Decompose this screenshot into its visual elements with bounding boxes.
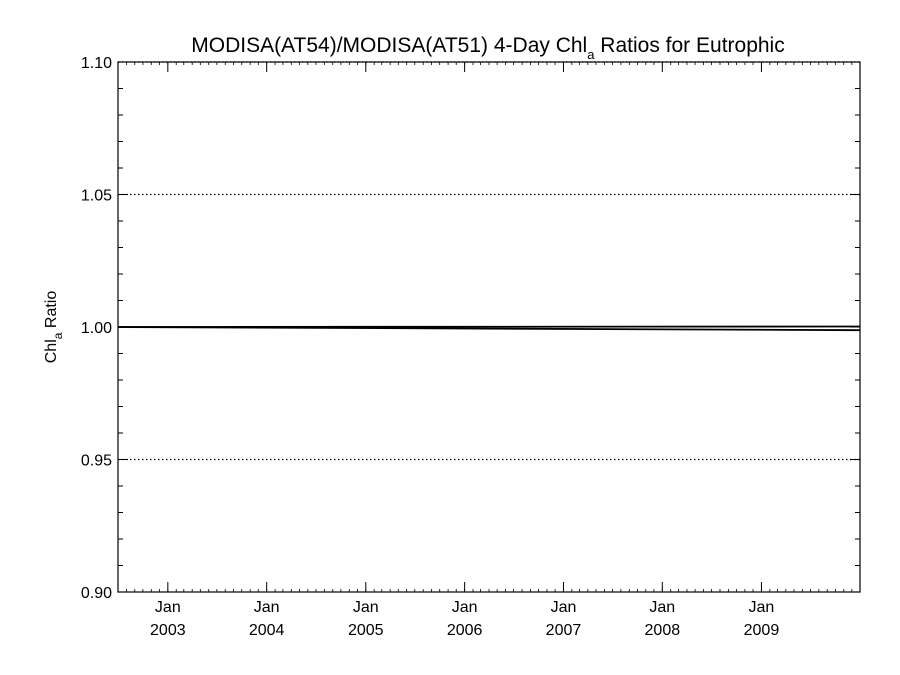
series-layer [117,325,861,332]
series-line [117,326,861,332]
x-tick-label-month: Jan [254,599,280,616]
y-tick-label: 1.10 [81,55,112,72]
chart-title-subscript: a [587,47,595,62]
x-tick-label-month: Jan [155,599,181,616]
y-axis-label-main: Chl [43,339,60,363]
x-tick-label-year: 2004 [249,622,285,639]
x-tick-label-month: Jan [749,599,775,616]
y-ticks: 0.90 0.95 1.00 1.05 1.10 [81,55,860,602]
x-tick-label-month: Jan [551,599,577,616]
x-ticks: Jan 2003 Jan 2004 Jan 2005 Jan 2006 Jan 2007 Jan 20… [150,62,779,639]
chart-title-main: MODISA(AT54)/MODISA(AT51) 4-Day Chl [191,34,587,57]
y-tick-label: 0.95 [81,453,112,470]
x-tick-label-year: 2003 [150,622,186,639]
y-axis-label: Chla Ratio [43,291,65,364]
x-tick-label-year: 2005 [348,622,384,639]
grid-layer [118,61,860,461]
y-tick-label: 0.90 [81,585,112,602]
y-tick-label: 1.00 [81,320,112,337]
x-tick-label-month: Jan [649,599,675,616]
y-axis-label-suffix: Ratio [43,291,60,333]
x-tick-label-year: 2008 [645,622,681,639]
x-tick-label-month: Jan [452,599,478,616]
x-tick-label-year: 2009 [744,622,780,639]
y-tick-label: 1.05 [81,188,112,205]
x-tick-label-year: 2006 [447,622,483,639]
chart-title-suffix: Ratios for Eutrophic [594,34,784,57]
plot-frame [117,61,861,593]
chart-title: MODISA(AT54)/MODISA(AT51) 4-Day Chla Rat… [191,34,784,62]
x-tick-label-month: Jan [353,599,379,616]
y-axis-label-subscript: a [51,332,65,339]
x-tick-label-year: 2007 [546,622,582,639]
